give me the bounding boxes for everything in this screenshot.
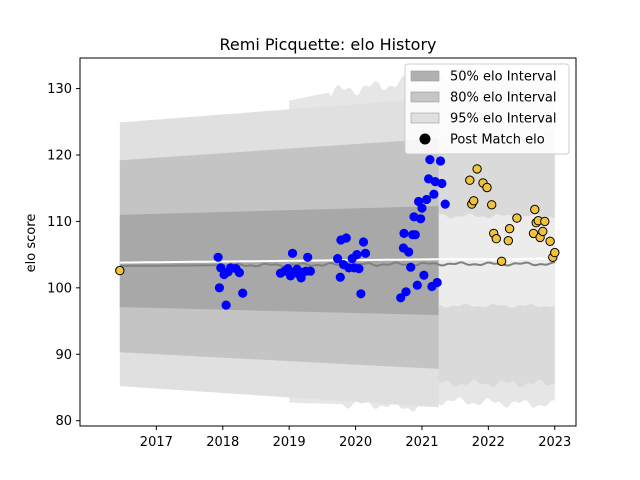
legend-label: 80% elo Interval (450, 91, 557, 106)
data-point (429, 189, 439, 199)
x-tick-label: 2022 (472, 435, 505, 450)
data-point (352, 250, 362, 260)
data-point (512, 213, 522, 223)
data-point (550, 247, 560, 258)
x-tick-label: 2019 (273, 435, 306, 450)
y-tick-label: 80 (55, 414, 72, 429)
data-point (530, 204, 540, 215)
interval-bands (119, 72, 555, 412)
legend-label: 50% elo Interval (450, 70, 557, 85)
data-point (465, 175, 475, 185)
data-point (540, 216, 550, 227)
data-point (115, 265, 125, 276)
data-point (333, 254, 343, 264)
data-point (358, 237, 369, 247)
data-point (404, 247, 414, 257)
data-point (238, 288, 248, 298)
legend-swatch (410, 91, 440, 103)
data-point (341, 233, 351, 243)
data-point (469, 196, 479, 206)
data-point (354, 264, 364, 274)
data-point (401, 287, 411, 297)
post-match-points (115, 155, 560, 310)
data-point (419, 270, 429, 280)
data-point (360, 248, 371, 258)
data-point (425, 155, 435, 165)
data-point (496, 256, 507, 266)
data-point (234, 268, 244, 278)
data-point (491, 234, 501, 244)
y-tick-label: 100 (47, 281, 72, 296)
data-point (410, 230, 420, 240)
data-point (396, 293, 406, 303)
data-point (417, 203, 427, 213)
data-point (399, 228, 409, 238)
y-axis-label: elo score (24, 214, 39, 273)
data-point (432, 277, 442, 288)
x-tick-label: 2021 (405, 435, 438, 450)
data-point (472, 164, 482, 174)
axes: 2017 2018 2019 2020 2021 2022 2023 80 90 100 110 12… (47, 57, 577, 450)
data-point (406, 262, 416, 272)
y-tick-label: 110 (47, 215, 72, 230)
chart-title: Remi Picquette: elo History (220, 35, 437, 54)
legend-swatch (410, 112, 440, 124)
data-point (435, 156, 446, 166)
data-point (416, 214, 426, 224)
x-tick-label: 2023 (538, 435, 571, 450)
data-point (504, 224, 515, 234)
data-point (545, 236, 555, 247)
data-point (305, 266, 315, 276)
data-point (440, 199, 450, 209)
data-point (356, 289, 366, 299)
data-point (437, 178, 447, 189)
data-point (221, 300, 231, 310)
data-point (503, 236, 513, 246)
legend-box (404, 63, 570, 155)
legend: 50% elo Interval 80% elo Interval 95% elo … (404, 63, 570, 155)
data-point (287, 248, 298, 258)
median-line (119, 261, 555, 268)
data-point (538, 226, 548, 237)
legend-label: Post Match elo (450, 133, 545, 148)
data-point (422, 194, 432, 205)
data-point (213, 252, 223, 262)
data-point (412, 280, 422, 290)
x-tick-label: 2018 (206, 435, 239, 450)
legend-label: 95% elo Interval (450, 112, 557, 127)
y-tick-label: 130 (47, 82, 72, 97)
data-point (335, 272, 345, 282)
data-point (214, 283, 224, 293)
data-point (303, 252, 313, 262)
data-point (487, 200, 497, 210)
x-tick-label: 2017 (140, 435, 173, 450)
x-tick-label: 2020 (339, 435, 372, 450)
data-point (482, 182, 492, 193)
y-tick-label: 90 (55, 348, 72, 363)
legend-marker (419, 133, 431, 145)
y-tick-label: 120 (47, 148, 72, 163)
plot-frame (79, 57, 577, 427)
legend-swatch (410, 70, 440, 82)
